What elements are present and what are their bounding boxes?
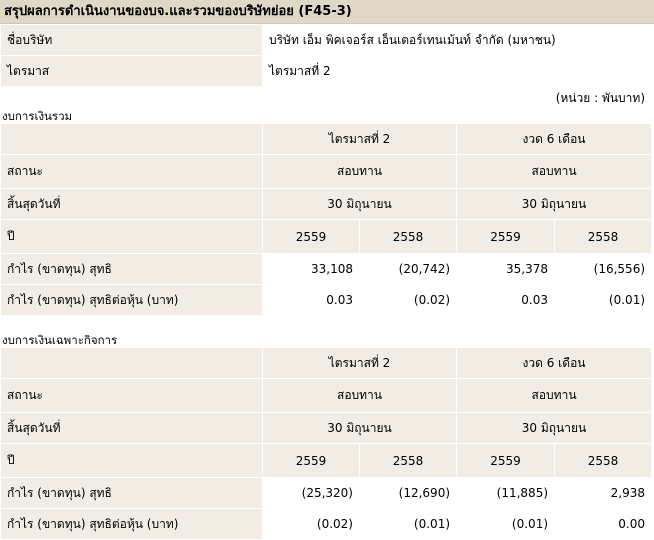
company-label: ชื่อบริษัท [0,24,263,56]
page-title: สรุปผลการดำเนินงานของบจ.และรวมของบริษัทย… [0,0,654,24]
section-spacer [0,316,654,333]
year-cell: 2559 [262,219,360,254]
end-date-quarter: 30 มิถุนายน [261,412,458,444]
period-quarter: ไตรมาสที่ 2 [261,123,458,155]
status-quarter: สอบทาน [261,154,458,189]
eps-value: (0.02) [358,284,458,316]
status-label: สถานะ [0,378,263,413]
end-date-label: สิ้นสุดวันที่ [0,188,263,220]
status-half-year: สอบทาน [456,154,653,189]
company-row: ชื่อบริษัท บริษัท เอ็ม พิคเจอร์ส เอ็นเตอ… [0,24,652,56]
net-profit-row: กำไร (ขาดทุน) สุทธิ 33,108 (20,742) 35,3… [0,253,653,285]
net-profit-value: (12,690) [358,477,458,509]
eps-value: 0.03 [262,284,360,316]
net-profit-value: (11,885) [456,477,556,509]
eps-value: 0.03 [456,284,556,316]
end-date-row: สิ้นสุดวันที่ 30 มิถุนายน 30 มิถุนายน [0,188,653,220]
net-profit-value: (25,320) [262,477,360,509]
net-profit-value: (16,556) [554,253,653,285]
period-row: ไตรมาสที่ 2 งวด 6 เดือน [0,347,653,379]
eps-value: (0.01) [554,284,653,316]
end-date-quarter: 30 มิถุนายน [261,188,458,220]
section-heading-separate: งบการเงินเฉพาะกิจการ [2,333,118,347]
eps-value: (0.01) [358,508,458,540]
year-cell: 2558 [554,443,653,478]
period-row: ไตรมาสที่ 2 งวด 6 เดือน [0,123,653,155]
net-profit-row: กำไร (ขาดทุน) สุทธิ (25,320) (12,690) (1… [0,477,653,509]
net-profit-label: กำไร (ขาดทุน) สุทธิ [0,253,263,285]
net-profit-value: (20,742) [358,253,458,285]
year-cell: 2558 [358,443,458,478]
unit-note: (หน่วย : พันบาท) [555,91,645,105]
period-half-year: งวด 6 เดือน [456,347,653,379]
net-profit-value: 35,378 [456,253,556,285]
eps-row: กำไร (ขาดทุน) สุทธิต่อหุ้น (บาท) (0.02) … [0,508,653,540]
status-row: สถานะ สอบทาน สอบทาน [0,378,653,413]
year-row: ปี 2559 2558 2559 2558 [0,219,653,254]
year-cell: 2559 [456,219,556,254]
eps-label: กำไร (ขาดทุน) สุทธิต่อหุ้น (บาท) [0,284,263,316]
eps-value: (0.01) [456,508,556,540]
end-date-half-year: 30 มิถุนายน [456,412,653,444]
year-label: ปี [0,443,263,478]
company-info-table: ชื่อบริษัท บริษัท เอ็ม พิคเจอร์ส เอ็นเตอ… [0,24,652,87]
year-cell: 2558 [554,219,653,254]
section-heading-consolidated: งบการเงินรวม [2,109,73,123]
year-cell: 2559 [262,443,360,478]
status-quarter: สอบทาน [261,378,458,413]
end-date-label: สิ้นสุดวันที่ [0,412,263,444]
consolidated-table: ไตรมาสที่ 2 งวด 6 เดือน สถานะ สอบทาน สอบ… [0,123,653,316]
net-profit-value: 33,108 [262,253,360,285]
eps-row: กำไร (ขาดทุน) สุทธิต่อหุ้น (บาท) 0.03 (0… [0,284,653,316]
status-row: สถานะ สอบทาน สอบทาน [0,154,653,189]
quarter-value: ไตรมาสที่ 2 [262,55,652,87]
period-label-blank [0,347,263,379]
period-half-year: งวด 6 เดือน [456,123,653,155]
end-date-half-year: 30 มิถุนายน [456,188,653,220]
status-half-year: สอบทาน [456,378,653,413]
year-cell: 2559 [456,443,556,478]
eps-value: 0.00 [554,508,653,540]
quarter-row: ไตรมาส ไตรมาสที่ 2 [0,55,652,87]
year-row: ปี 2559 2558 2559 2558 [0,443,653,478]
year-label: ปี [0,219,263,254]
end-date-row: สิ้นสุดวันที่ 30 มิถุนายน 30 มิถุนายน [0,412,653,444]
status-label: สถานะ [0,154,263,189]
period-label-blank [0,123,263,155]
period-quarter: ไตรมาสที่ 2 [261,347,458,379]
year-cell: 2558 [358,219,458,254]
eps-label: กำไร (ขาดทุน) สุทธิต่อหุ้น (บาท) [0,508,263,540]
net-profit-value: 2,938 [554,477,653,509]
net-profit-label: กำไร (ขาดทุน) สุทธิ [0,477,263,509]
separate-table: ไตรมาสที่ 2 งวด 6 เดือน สถานะ สอบทาน สอบ… [0,347,653,540]
company-name: บริษัท เอ็ม พิคเจอร์ส เอ็นเตอร์เทนเม้นท์… [262,24,652,56]
quarter-label: ไตรมาส [0,55,263,87]
eps-value: (0.02) [262,508,360,540]
